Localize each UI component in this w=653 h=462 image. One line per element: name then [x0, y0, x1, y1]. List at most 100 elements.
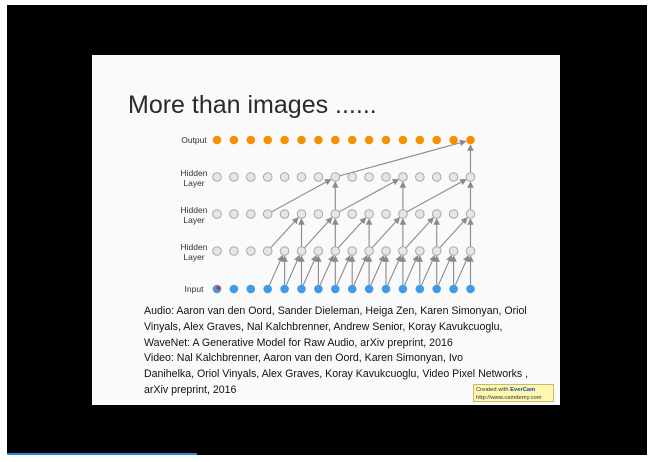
output-node	[347, 135, 357, 145]
hidden-node	[364, 209, 374, 219]
output-layer-label: Output	[181, 135, 207, 145]
hidden-node	[347, 246, 357, 256]
connection-arrow	[336, 254, 351, 286]
connection-arrow	[437, 254, 453, 286]
hidden-layer-2-label: Hidden Layer	[180, 205, 208, 225]
hidden-node	[296, 246, 307, 256]
hidden-layer-3-label: Hidden Layer	[180, 168, 208, 188]
hidden-node	[313, 246, 324, 256]
hidden-node	[465, 246, 476, 256]
connection-arrow	[271, 179, 332, 213]
input-node	[449, 284, 458, 294]
hidden-node	[296, 209, 307, 219]
input-node	[347, 284, 357, 294]
output-node	[263, 135, 272, 145]
hidden-node	[279, 172, 290, 182]
input-node	[229, 284, 239, 294]
connection-arrow	[387, 254, 402, 286]
hidden-node	[347, 209, 357, 219]
hidden-node	[262, 209, 273, 219]
connection-arrow	[421, 254, 436, 286]
connection-arrow	[303, 217, 333, 249]
connection-arrow	[339, 139, 467, 177]
output-node	[212, 135, 222, 145]
connection-arrow	[454, 254, 470, 286]
hidden-node	[431, 246, 442, 256]
watermark-url: http://www.camdemy.com	[476, 395, 542, 401]
hidden-node	[364, 172, 374, 182]
output-node	[364, 135, 374, 145]
connection-arrow	[338, 179, 400, 213]
output-node	[280, 135, 289, 145]
progress-bar	[7, 453, 197, 455]
hidden-node	[415, 246, 425, 256]
hidden-node	[431, 172, 442, 182]
slide	[92, 55, 560, 405]
watermark-prefix: Created with	[476, 387, 511, 393]
input-node	[398, 284, 408, 294]
connection-arrow	[353, 254, 368, 286]
connection-arrow	[302, 254, 318, 286]
output-node	[314, 135, 323, 145]
hidden-node	[398, 246, 408, 256]
input-layer-label: Input	[184, 284, 204, 294]
output-node	[229, 135, 239, 145]
wavenet-diagram	[212, 135, 476, 294]
hidden-node	[246, 209, 256, 219]
output-node	[415, 135, 425, 145]
hidden-node	[448, 209, 459, 219]
hidden-node	[347, 172, 357, 182]
input-node	[246, 284, 256, 294]
hidden-node	[279, 209, 290, 219]
hidden-node	[229, 172, 239, 182]
hidden-node	[279, 246, 290, 256]
hidden-node	[330, 246, 341, 256]
slide-title: More than images ......	[128, 91, 377, 119]
connection-arrow	[337, 217, 367, 249]
hidden-node	[212, 209, 222, 219]
input-node	[280, 284, 289, 294]
output-node	[449, 135, 458, 145]
connection-arrow	[285, 254, 301, 286]
input-node	[364, 284, 374, 294]
input-node	[466, 284, 475, 294]
hidden-node	[381, 209, 391, 219]
audio-reference: Audio: Aaron van den Oord, Sander Dielem…	[144, 305, 527, 349]
hidden-node	[246, 246, 256, 256]
hidden-node	[262, 246, 273, 256]
output-node	[381, 135, 391, 145]
connection-arrow	[370, 254, 385, 286]
connection-arrow	[319, 254, 334, 286]
output-node	[331, 135, 340, 145]
hidden-node	[448, 172, 459, 182]
hidden-node	[381, 246, 391, 256]
connection-arrow	[404, 254, 419, 286]
connection-arrow	[270, 217, 299, 249]
hidden-node	[262, 172, 273, 182]
hidden-node	[398, 209, 408, 219]
input-node	[297, 284, 306, 294]
hidden-node	[415, 209, 425, 219]
hidden-node	[212, 172, 222, 182]
output-node	[432, 135, 441, 145]
hidden-node	[448, 246, 459, 256]
evercam-watermark: Created with EverCam http://www.camdemy.…	[473, 384, 554, 402]
output-node	[398, 135, 408, 145]
input-node	[415, 284, 425, 294]
hidden-node	[313, 172, 324, 182]
hidden-node	[229, 246, 239, 256]
output-node	[246, 135, 256, 145]
hidden-node	[431, 209, 442, 219]
hidden-node	[212, 246, 222, 256]
hidden-node	[330, 172, 341, 182]
hidden-node	[313, 209, 324, 219]
output-node	[466, 135, 475, 145]
output-node	[297, 135, 306, 145]
connection-arrow	[406, 179, 467, 213]
connection-arrow	[371, 217, 401, 249]
connection-arrow	[268, 254, 284, 286]
hidden-node	[465, 209, 476, 219]
hidden-node	[465, 172, 476, 182]
hidden-node	[415, 172, 425, 182]
input-node	[432, 284, 441, 294]
